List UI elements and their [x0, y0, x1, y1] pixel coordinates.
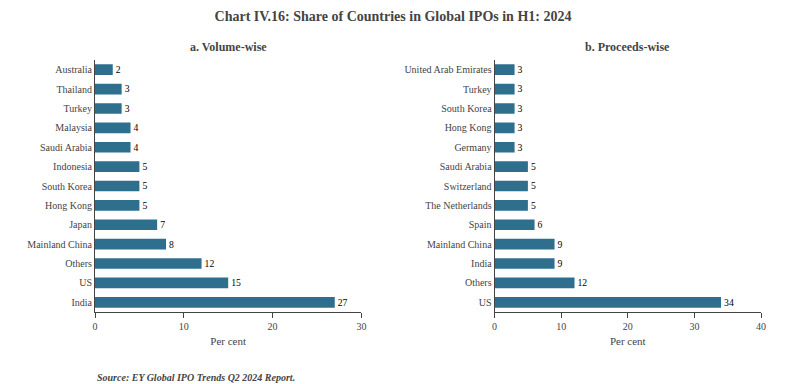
- svg-text:0: 0: [492, 321, 497, 332]
- svg-text:Australia: Australia: [55, 64, 92, 75]
- svg-text:3: 3: [125, 83, 130, 94]
- svg-text:Japan: Japan: [69, 219, 92, 230]
- svg-text:South Korea: South Korea: [441, 103, 492, 114]
- svg-text:a. Volume-wise: a. Volume-wise: [190, 40, 267, 54]
- svg-text:India: India: [71, 297, 92, 308]
- svg-text:5: 5: [142, 180, 147, 191]
- svg-text:Indonesia: Indonesia: [53, 161, 92, 172]
- svg-text:Others: Others: [465, 277, 492, 288]
- svg-text:South Korea: South Korea: [42, 181, 93, 192]
- svg-text:15: 15: [231, 277, 241, 288]
- svg-text:Chart IV.16: Share of Countrie: Chart IV.16: Share of Countries in Globa…: [215, 9, 572, 24]
- svg-text:3: 3: [518, 103, 523, 114]
- svg-text:8: 8: [169, 239, 174, 250]
- svg-text:3: 3: [125, 103, 130, 114]
- svg-text:34: 34: [724, 297, 734, 308]
- svg-text:10: 10: [179, 321, 189, 332]
- svg-text:5: 5: [531, 200, 536, 211]
- svg-text:India: India: [471, 258, 492, 269]
- svg-text:US: US: [479, 297, 492, 308]
- svg-text:Others: Others: [65, 258, 92, 269]
- svg-text:20: 20: [623, 321, 633, 332]
- svg-text:Per cent: Per cent: [610, 335, 646, 347]
- svg-text:4: 4: [134, 122, 139, 133]
- svg-text:20: 20: [268, 321, 278, 332]
- svg-text:Spain: Spain: [469, 219, 492, 230]
- svg-text:Mainland China: Mainland China: [27, 239, 92, 250]
- svg-text:9: 9: [558, 239, 563, 250]
- svg-text:US: US: [79, 277, 92, 288]
- svg-text:3: 3: [518, 64, 523, 75]
- svg-text:30: 30: [689, 321, 699, 332]
- svg-text:Thailand: Thailand: [56, 84, 92, 95]
- svg-text:5: 5: [531, 161, 536, 172]
- svg-text:Per cent: Per cent: [210, 335, 246, 347]
- svg-text:Source: EY Global IPO Trends Q: Source: EY Global IPO Trends Q2 2024 Rep…: [97, 372, 295, 383]
- svg-text:3: 3: [518, 142, 523, 153]
- svg-text:7: 7: [160, 219, 165, 230]
- svg-text:10: 10: [556, 321, 566, 332]
- svg-text:United Arab Emirates: United Arab Emirates: [404, 64, 491, 75]
- svg-text:b. Proceeds-wise: b. Proceeds-wise: [585, 40, 670, 54]
- svg-text:Hong Kong: Hong Kong: [445, 122, 492, 133]
- svg-text:6: 6: [538, 219, 543, 230]
- svg-text:Germany: Germany: [454, 142, 491, 153]
- svg-text:5: 5: [142, 200, 147, 211]
- svg-text:Hong Kong: Hong Kong: [45, 200, 92, 211]
- svg-text:Saudi Arabia: Saudi Arabia: [440, 161, 492, 172]
- svg-text:12: 12: [578, 277, 588, 288]
- svg-text:0: 0: [93, 321, 98, 332]
- svg-text:9: 9: [558, 258, 563, 269]
- svg-text:Switzerland: Switzerland: [444, 181, 492, 192]
- svg-text:3: 3: [518, 83, 523, 94]
- svg-text:2: 2: [116, 64, 121, 75]
- svg-text:30: 30: [356, 321, 366, 332]
- svg-text:3: 3: [518, 122, 523, 133]
- svg-text:27: 27: [338, 297, 348, 308]
- svg-text:5: 5: [531, 180, 536, 191]
- svg-text:12: 12: [205, 258, 215, 269]
- svg-text:The Netherlands: The Netherlands: [425, 200, 491, 211]
- svg-text:Turkey: Turkey: [63, 103, 92, 114]
- svg-text:Turkey: Turkey: [463, 84, 492, 95]
- svg-text:Mainland China: Mainland China: [427, 239, 492, 250]
- svg-text:4: 4: [134, 142, 139, 153]
- svg-text:Saudi Arabia: Saudi Arabia: [40, 142, 92, 153]
- svg-text:Malaysia: Malaysia: [55, 122, 92, 133]
- svg-text:5: 5: [142, 161, 147, 172]
- svg-text:40: 40: [756, 321, 766, 332]
